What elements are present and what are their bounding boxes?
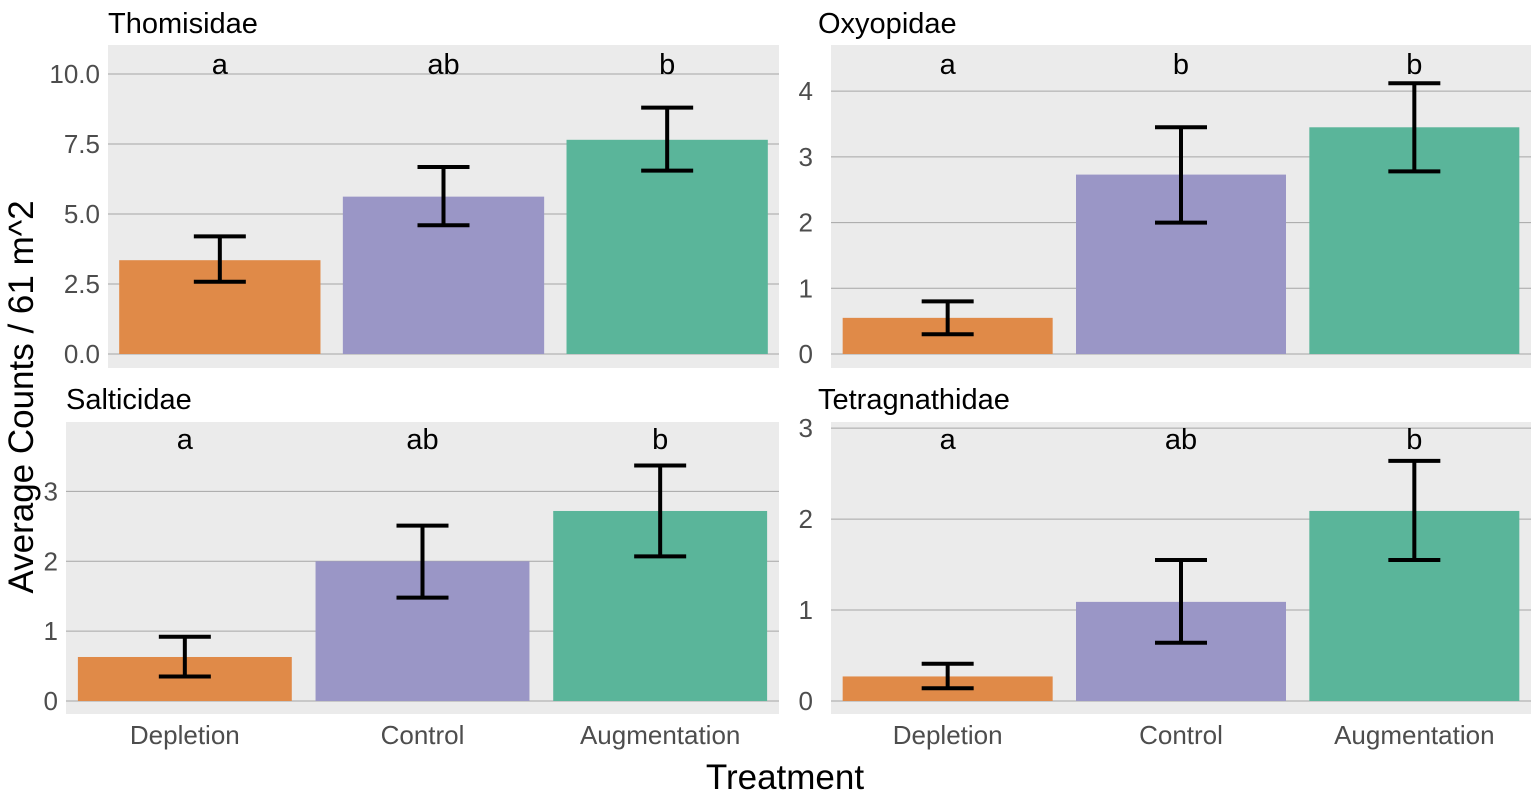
y-tick-label: 3 — [799, 142, 813, 172]
y-tick-label: 5.0 — [64, 199, 100, 229]
error-bar — [1155, 125, 1207, 225]
error-bar — [1388, 458, 1441, 563]
significance-letter: b — [652, 424, 668, 456]
error-bar — [921, 661, 974, 691]
x-tick-label: Augmentation — [580, 720, 740, 750]
panel-tetragnathidae: 0 1 2 3 a ab b Tetragnathidae — [799, 384, 1531, 716]
y-tick-label: 1 — [799, 595, 813, 625]
error-bar — [1155, 558, 1207, 645]
bar-augmentation — [566, 139, 768, 354]
y-tick-label: 0.0 — [64, 339, 100, 369]
y-tick-label: 0 — [799, 339, 813, 369]
x-tick-label: Augmentation — [1334, 720, 1494, 750]
y-axis-title: Average Counts / 61 m^2 — [2, 200, 41, 593]
significance-letter: ab — [1165, 424, 1197, 456]
significance-letter: b — [1406, 49, 1422, 81]
x-tick-label: Depletion — [130, 720, 240, 750]
y-tick-label: 2.5 — [64, 269, 100, 299]
significance-letter: b — [1406, 424, 1422, 456]
y-tick-label: 3 — [44, 476, 58, 506]
y-tick-label: 1 — [44, 616, 58, 646]
error-bar — [417, 164, 470, 228]
x-axis-labels: Depletion Control Augmentation Depletion Con… — [130, 720, 1495, 750]
y-tick-label: 3 — [799, 413, 813, 443]
x-tick-label: Depletion — [893, 720, 1003, 750]
panel-title: Thomisidae — [108, 8, 258, 40]
panel-title: Oxyopidae — [818, 8, 957, 40]
significance-letter: a — [940, 424, 957, 456]
error-bar — [396, 523, 449, 600]
y-tick-label: 7.5 — [64, 129, 100, 159]
panel-title: Tetragnathidae — [818, 384, 1010, 416]
y-tick-label: 4 — [799, 76, 813, 106]
y-tick-label: 1 — [799, 273, 813, 303]
y-tick-label: 2 — [799, 504, 813, 534]
x-tick-label: Control — [381, 720, 465, 750]
error-bar — [1388, 81, 1441, 174]
significance-letter: a — [940, 49, 957, 81]
error-bar — [193, 234, 246, 284]
significance-letter: ab — [427, 49, 459, 81]
error-bar — [158, 634, 211, 679]
y-tick-label: 2 — [44, 546, 58, 576]
y-tick-label: 10.0 — [49, 59, 100, 89]
panel-oxyopidae: 0 1 2 3 4 a b b Oxyopidae — [799, 8, 1531, 369]
significance-letter: ab — [406, 424, 438, 456]
significance-letter: b — [659, 49, 675, 81]
y-tick-label: 0 — [44, 686, 58, 716]
y-tick-label: 2 — [799, 208, 813, 238]
x-tick-label: Control — [1139, 720, 1223, 750]
significance-letter: b — [1173, 49, 1189, 81]
panel-salticidae: 0 1 2 3 a ab b Salticidae — [44, 384, 779, 716]
x-axis-title: Treatment — [706, 758, 864, 793]
error-bar — [921, 299, 974, 337]
panel-title: Salticidae — [66, 384, 192, 416]
error-bar — [641, 105, 694, 173]
significance-letter: a — [212, 49, 229, 81]
error-bar — [634, 463, 687, 559]
significance-letter: a — [177, 424, 194, 456]
y-tick-label: 0 — [799, 686, 813, 716]
panel-thomisidae: 0.0 2.5 5.0 7.5 10.0 a ab b Thomisidae — [49, 8, 779, 369]
